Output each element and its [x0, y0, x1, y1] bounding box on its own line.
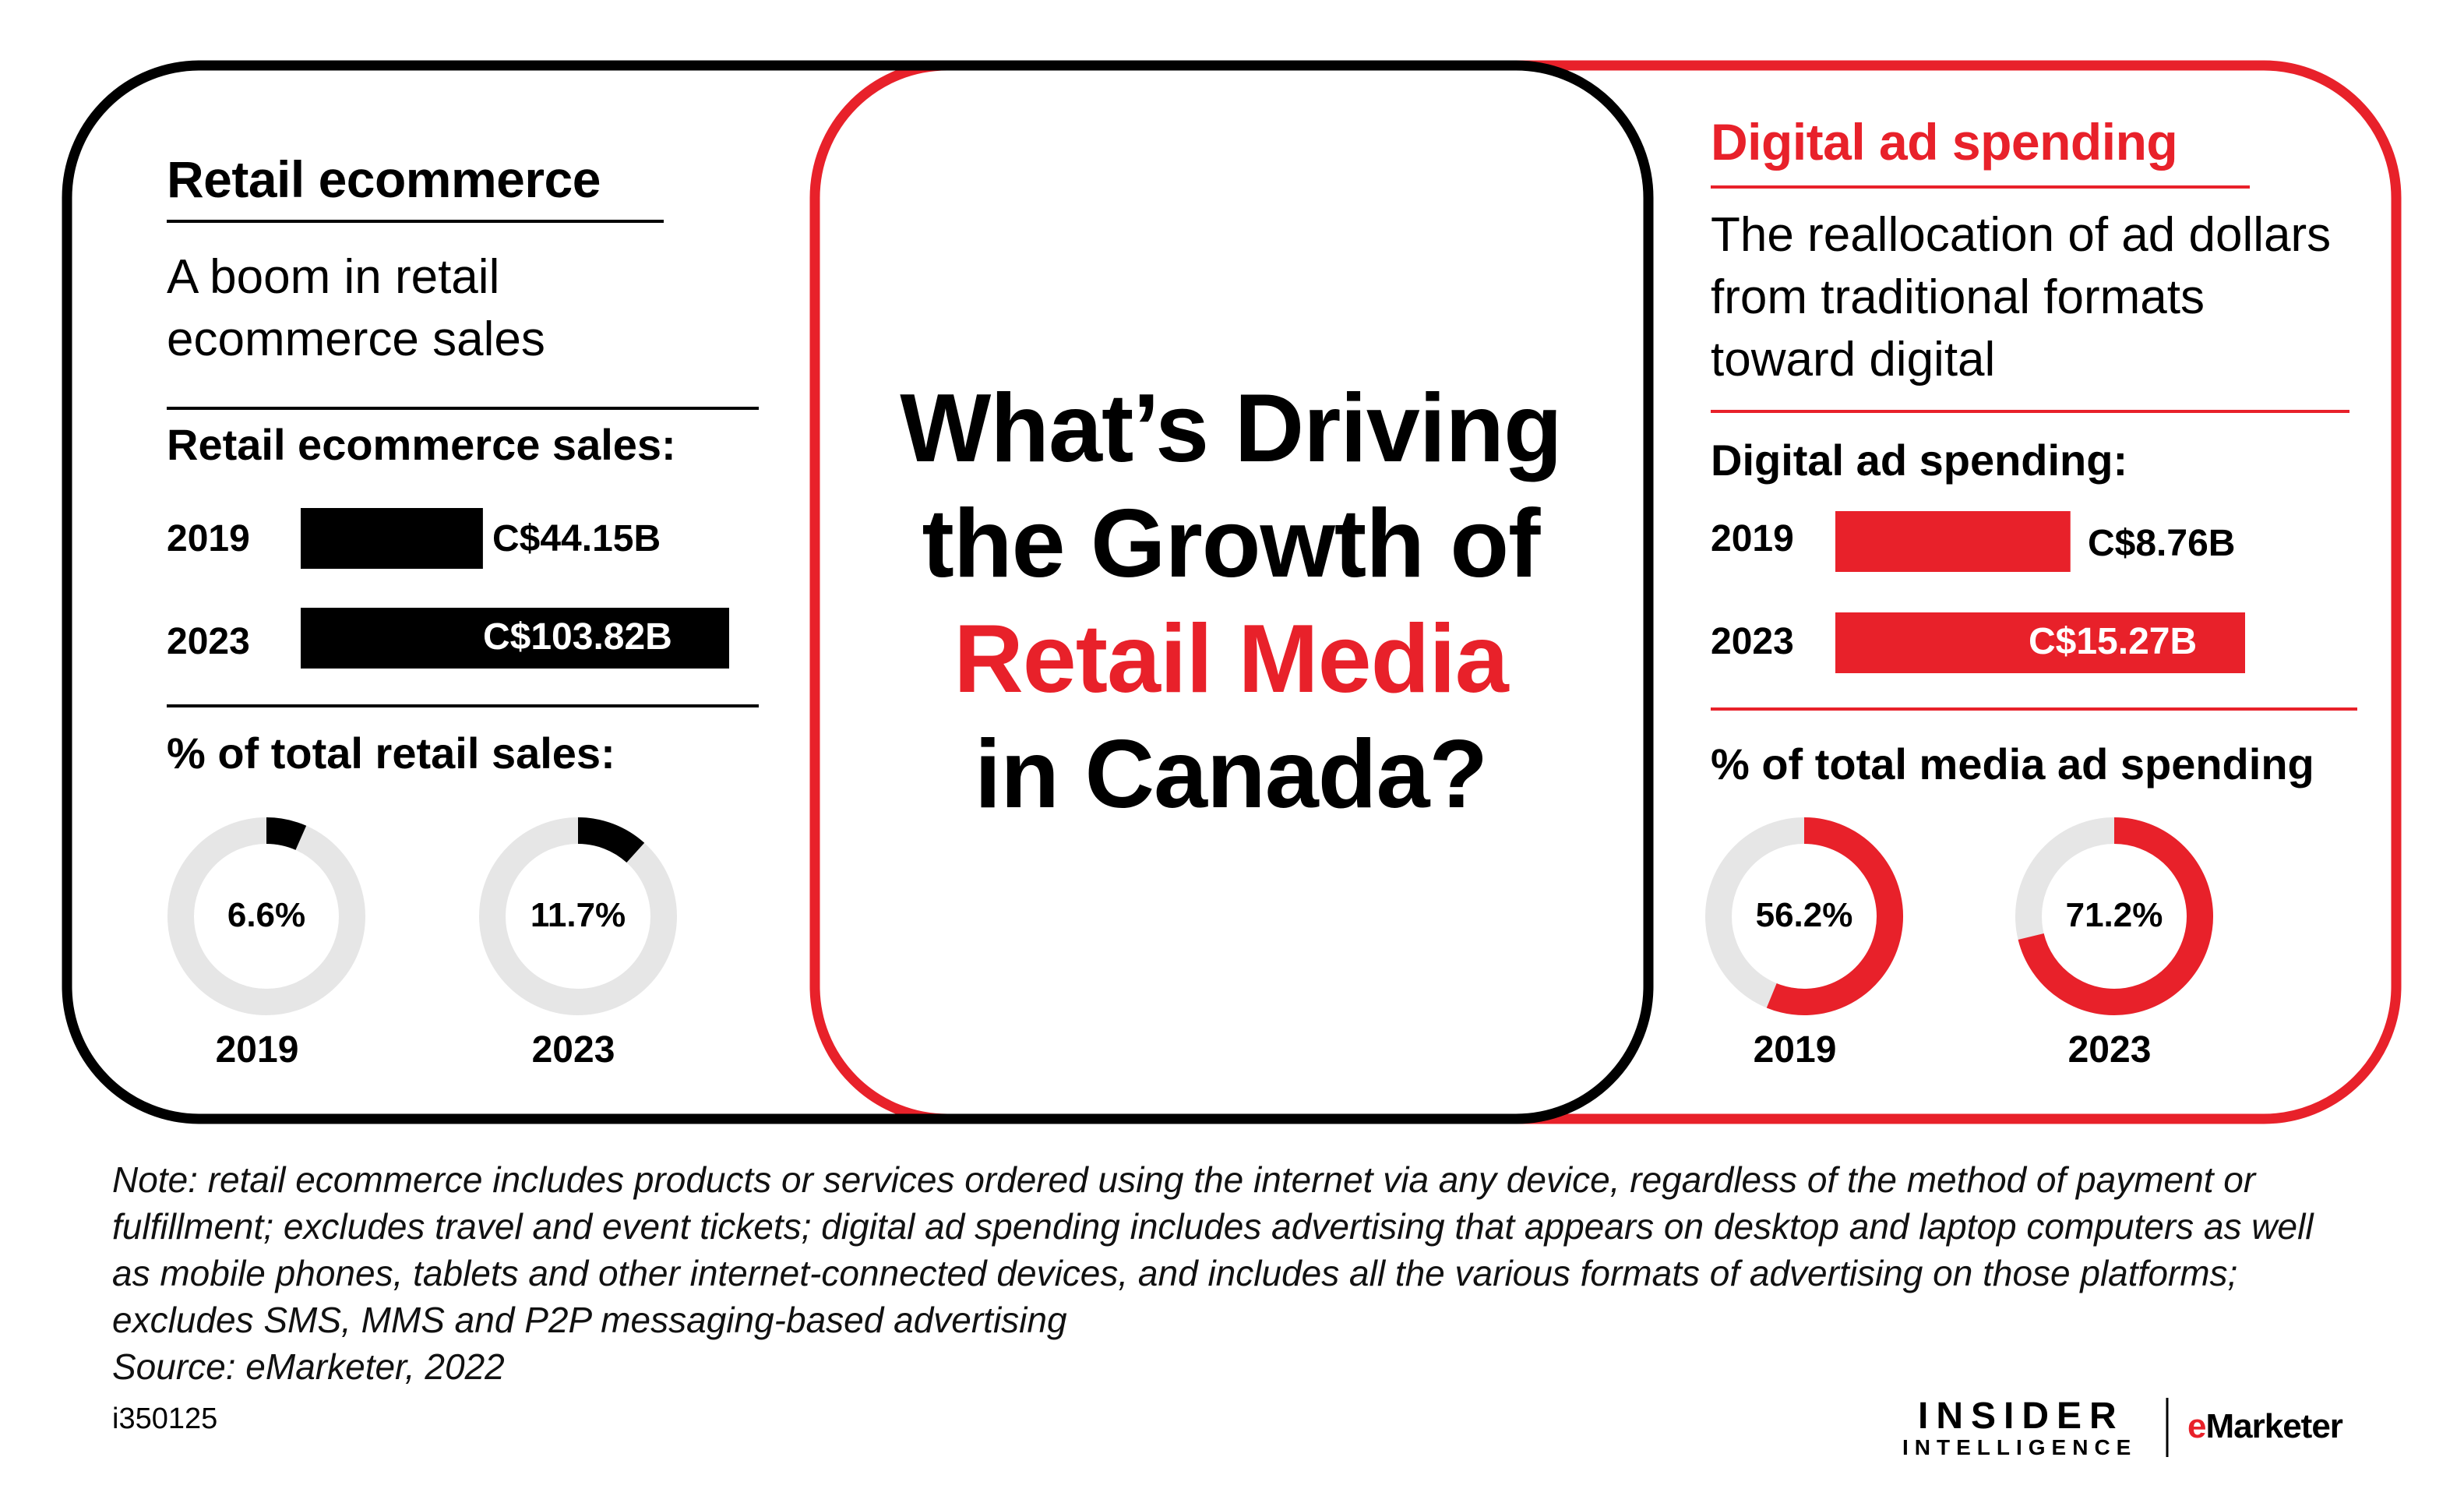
digital-ad-bars [1835, 511, 2245, 673]
emarketer-logo-rest: Marketer [2205, 1407, 2342, 1445]
emarketer-logo: eMarketer [2187, 1407, 2343, 1446]
retail-share-donuts [167, 817, 677, 1015]
right-donut-value-2023: 71.2% [2065, 896, 2163, 934]
red-frame [809, 60, 2402, 1124]
bar-2019 [301, 508, 483, 569]
right-bar-year-2019: 2019 [1711, 518, 1794, 559]
left-bar-value-2023: C$103.82B [483, 616, 672, 658]
donut-arc-2019 [1766, 817, 1903, 1015]
title-line-1: What’s Driving [900, 375, 1562, 482]
right-sales-label: Digital ad spending: [1711, 436, 2128, 485]
chart-id: i350125 [112, 1402, 218, 1435]
right-subtitle: The reallocation of ad dollars from trad… [1711, 208, 2332, 386]
left-donut-year-2019: 2019 [215, 1029, 299, 1071]
left-bar-year-2023: 2023 [167, 621, 250, 662]
emarketer-logo-e: e [2187, 1407, 2207, 1445]
right-donut-value-2019: 56.2% [1755, 896, 1853, 934]
right-bar-year-2023: 2023 [1711, 621, 1794, 662]
donut-arc-2023 [577, 817, 645, 863]
right-donut-year-2019: 2019 [1753, 1029, 1837, 1071]
donut-arc-2019 [266, 817, 307, 851]
bar-2023 [301, 608, 729, 669]
right-bar-value-2023: C$15.27B [2029, 621, 2198, 662]
left-bar-year-2019: 2019 [167, 518, 250, 559]
ad-share-donuts [1705, 817, 2213, 1015]
title-line-4: in Canada? [974, 721, 1488, 828]
left-donut-value-2023: 11.7% [530, 896, 626, 934]
right-donut-year-2023: 2023 [2067, 1029, 2152, 1071]
title-line-2: the Growth of [922, 490, 1541, 598]
left-heading: Retail ecommerce [167, 150, 601, 208]
insider-logo-top: INSIDER [1918, 1395, 2124, 1437]
source-line: Source: eMarketer, 2022 [112, 1346, 505, 1387]
left-pct-label: % of total retail sales: [167, 729, 615, 778]
left-sales-label: Retail ecommerce sales: [167, 420, 676, 469]
retail-sales-bars [301, 508, 729, 669]
bar-2019 [1835, 511, 2071, 572]
black-frame [62, 60, 1654, 1124]
left-donut-value-2019: 6.6% [227, 896, 306, 934]
bar-2023 [1835, 612, 2245, 673]
title-line-3: Retail Media [954, 605, 1509, 713]
right-pct-label: % of total media ad spending [1711, 739, 2314, 789]
center-title: What’s Driving the Growth of Retail Medi… [826, 371, 1636, 832]
footnote: Note: retail ecommerce includes products… [112, 1159, 2314, 1340]
insider-logo-bottom: INTELLIGENCE [1902, 1435, 2138, 1459]
left-bar-value-2019: C$44.15B [492, 518, 661, 559]
left-subtitle: A boom in retail ecommerce sales [167, 250, 545, 366]
right-heading: Digital ad spending [1711, 113, 2178, 171]
left-donut-year-2023: 2023 [531, 1029, 615, 1071]
right-bar-value-2019: C$8.76B [2088, 523, 2236, 564]
donut-arc-2023 [2018, 817, 2213, 1015]
